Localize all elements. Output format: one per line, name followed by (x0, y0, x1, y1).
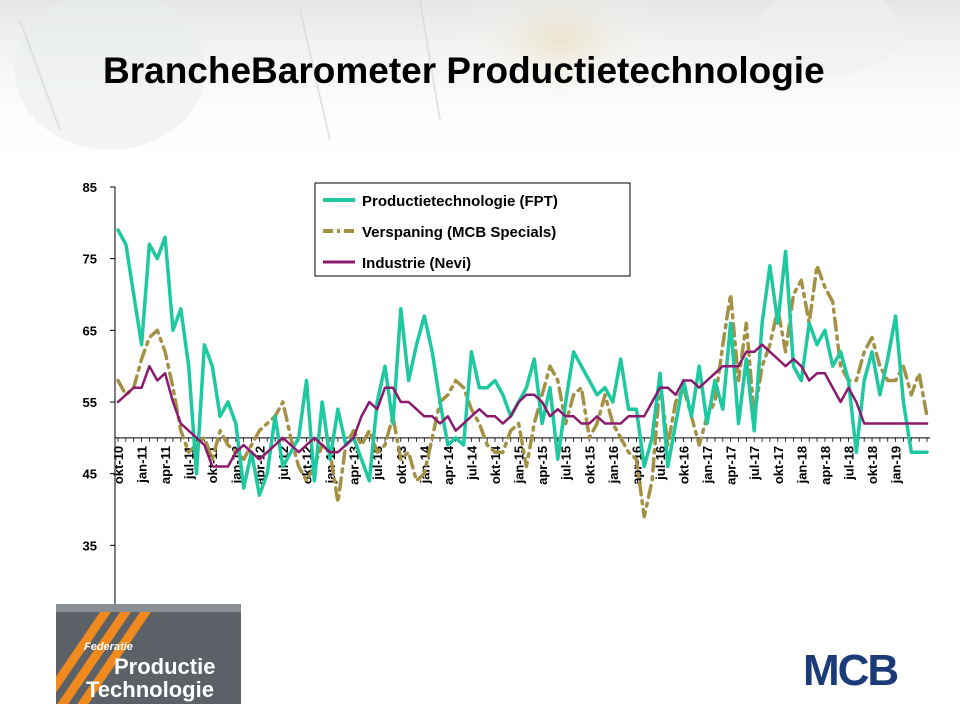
x-tick-label: jan-18 (794, 446, 809, 485)
mcb-logo-text: MCB (803, 648, 897, 688)
x-tick-label: apr-17 (724, 446, 739, 485)
x-tick-label: okt-18 (865, 446, 880, 484)
fpt-logo: Federatie Productie Technologie (56, 604, 241, 704)
x-tick-label: okt-16 (677, 446, 692, 484)
x-tick-label: jan-19 (889, 446, 904, 485)
legend-box (314, 182, 631, 277)
x-tick-label: jan-11 (135, 446, 150, 484)
fpt-logo-line2: Productie (114, 654, 215, 679)
x-tick-label: apr-15 (535, 446, 550, 485)
x-tick-label: apr-13 (347, 446, 362, 485)
x-tick-label: okt-17 (771, 446, 786, 484)
x-tick-label: jan-15 (512, 446, 527, 485)
y-tick-label: 75 (83, 252, 97, 267)
page-title: BrancheBarometer Productietechnologie (103, 50, 825, 91)
x-tick-label: apr-11 (158, 446, 173, 484)
x-tick-label: jul-14 (464, 445, 479, 481)
x-tick-label: jan-17 (700, 446, 715, 485)
y-tick-label: 55 (83, 395, 97, 410)
y-tick-label: 45 (83, 467, 97, 482)
background-decoration (0, 0, 960, 170)
mcb-logo: MCB (803, 648, 899, 688)
series-line-nevi (116, 343, 929, 468)
x-tick-label: jul-11 (182, 446, 197, 480)
x-tick-label: okt-14 (488, 445, 503, 484)
legend-label-fpt: Productietechnologie (FPT) (362, 193, 558, 210)
chart-legend: Productietechnologie (FPT) Verspaning (M… (314, 182, 631, 277)
x-tick-label: jul-15 (559, 446, 574, 481)
legend-label-mcb: Verspaning (MCB Specials) (362, 224, 556, 241)
y-tick-label: 85 (83, 180, 97, 195)
series-line-fpt (116, 228, 929, 497)
y-tick-label: 65 (83, 323, 97, 338)
x-tick-label: jul-16 (653, 446, 668, 481)
x-tick-label: jul-13 (370, 446, 385, 481)
fpt-logo-line3: Technologie (86, 677, 214, 702)
x-tick-label: jul-17 (747, 446, 762, 481)
x-tick-label: jul-18 (841, 446, 856, 481)
chart-series (116, 228, 929, 519)
legend-label-nevi: Industrie (Nevi) (362, 255, 471, 272)
fpt-logo-line1: Federatie (84, 641, 133, 653)
x-tick-label: okt-13 (394, 446, 409, 484)
x-tick-label: apr-14 (441, 445, 456, 485)
x-tick-label: apr-18 (818, 446, 833, 485)
y-tick-label: 35 (83, 538, 97, 553)
x-tick-label: jan-16 (606, 446, 621, 485)
series-line-mcb (116, 264, 929, 519)
x-tick-label: okt-10 (111, 446, 126, 484)
x-tick-label: okt-15 (582, 446, 597, 484)
